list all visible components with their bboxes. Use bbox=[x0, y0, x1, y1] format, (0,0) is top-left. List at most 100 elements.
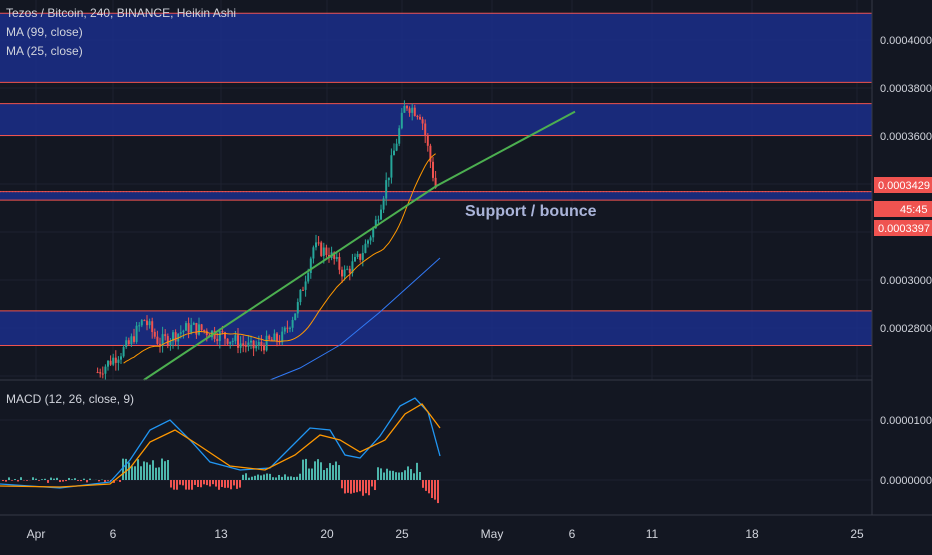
time-tick-label: 25 bbox=[850, 527, 864, 541]
price-tick-label: 0.0003600 bbox=[880, 131, 932, 143]
macd-bar bbox=[62, 480, 64, 482]
ma99-legend[interactable]: MA (99, close) bbox=[6, 23, 236, 42]
price-tick-label: 0.0004000 bbox=[880, 35, 932, 47]
macd-bar bbox=[170, 480, 172, 488]
candle-body bbox=[424, 124, 426, 136]
macd-bar bbox=[209, 480, 211, 486]
price-badge: 0.0003397 bbox=[874, 220, 932, 236]
candle-body bbox=[422, 119, 424, 123]
candle-body bbox=[130, 336, 132, 344]
macd-bar bbox=[353, 480, 355, 493]
macd-bar bbox=[107, 480, 109, 481]
macd-bar bbox=[377, 467, 379, 480]
candle-body bbox=[323, 248, 325, 256]
candle-body bbox=[354, 257, 356, 261]
candle-body bbox=[104, 367, 106, 374]
macd-bar bbox=[431, 480, 433, 498]
candle bbox=[388, 178, 390, 187]
macd-bar bbox=[326, 468, 328, 480]
candle-body bbox=[385, 180, 387, 198]
candle-body bbox=[302, 290, 304, 291]
symbol-title[interactable]: Tezos / Bitcoin, 240, BINANCE, Heikin As… bbox=[6, 4, 236, 23]
macd-bar bbox=[26, 480, 28, 481]
macd-bar bbox=[41, 479, 43, 480]
candle bbox=[338, 253, 340, 275]
candle-body bbox=[338, 257, 340, 270]
candle-body bbox=[388, 178, 390, 181]
macd-bar bbox=[98, 480, 100, 481]
candle-body bbox=[359, 254, 361, 260]
price-badge: 0.0003429 bbox=[874, 177, 932, 193]
candle-body bbox=[357, 254, 359, 257]
candle bbox=[359, 254, 361, 263]
macd-bar bbox=[374, 480, 376, 490]
candle-body bbox=[341, 270, 343, 277]
macd-bar bbox=[254, 476, 256, 480]
candle-body bbox=[227, 339, 229, 344]
support-annotation[interactable]: Support / bounce bbox=[465, 203, 597, 221]
candle-body bbox=[346, 269, 348, 270]
macd-bar bbox=[44, 479, 46, 480]
macd-bar bbox=[317, 459, 319, 480]
candle bbox=[294, 313, 296, 320]
macd-bar bbox=[419, 472, 421, 480]
candle bbox=[377, 216, 379, 224]
candle bbox=[115, 350, 117, 370]
candle-body bbox=[409, 108, 411, 113]
candle-body bbox=[315, 242, 317, 247]
macd-bar bbox=[359, 480, 361, 491]
candle-body bbox=[289, 328, 291, 329]
macd-bar bbox=[281, 477, 283, 480]
macd-bar bbox=[2, 480, 4, 481]
ma25-legend[interactable]: MA (25, close) bbox=[6, 42, 236, 61]
macd-bar bbox=[86, 480, 88, 482]
candle bbox=[302, 287, 304, 291]
macd-bar bbox=[218, 480, 220, 490]
time-tick-label: 13 bbox=[214, 527, 228, 541]
price-badge-label: 0.0003397 bbox=[878, 223, 930, 235]
candle-body bbox=[245, 345, 247, 347]
candle-body bbox=[201, 324, 203, 330]
macd-bar bbox=[227, 480, 229, 488]
candle-body bbox=[146, 321, 148, 326]
candle-body bbox=[362, 253, 364, 260]
candle bbox=[432, 157, 434, 181]
candle-body bbox=[133, 336, 135, 342]
macd-bar bbox=[140, 466, 142, 480]
macd-bar bbox=[332, 465, 334, 480]
candle bbox=[364, 239, 366, 253]
candle-body bbox=[151, 321, 153, 332]
macd-bar bbox=[197, 480, 199, 487]
candle-body bbox=[255, 346, 257, 349]
candle-body bbox=[336, 257, 338, 259]
macd-bar bbox=[206, 480, 208, 485]
macd-bar bbox=[356, 480, 358, 492]
macd-bar bbox=[59, 480, 61, 482]
macd-bar bbox=[299, 474, 301, 480]
macd-bar bbox=[395, 472, 397, 480]
candle-body bbox=[312, 247, 314, 258]
candle bbox=[305, 276, 307, 297]
candle-body bbox=[427, 136, 429, 146]
macd-bar bbox=[200, 480, 202, 487]
signal-line bbox=[0, 404, 440, 487]
macd-bar bbox=[65, 480, 67, 481]
price-badge: 45:45 bbox=[874, 201, 932, 217]
candle bbox=[117, 356, 119, 370]
macd-legend[interactable]: MACD (12, 26, close, 9) bbox=[6, 392, 134, 406]
macd-bar bbox=[269, 474, 271, 480]
candle-body bbox=[299, 290, 301, 302]
candle bbox=[253, 340, 255, 356]
macd-bar bbox=[35, 479, 37, 480]
macd-bar bbox=[386, 469, 388, 480]
macd-bar bbox=[404, 470, 406, 480]
candle-body bbox=[401, 113, 403, 128]
macd-bar bbox=[221, 480, 223, 487]
candle-body bbox=[97, 372, 99, 373]
macd-bar bbox=[341, 480, 343, 488]
candle-body bbox=[138, 325, 140, 326]
candle bbox=[398, 125, 400, 146]
